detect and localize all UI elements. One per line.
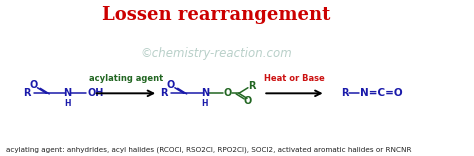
- Text: N=C=O: N=C=O: [360, 88, 402, 98]
- Text: H: H: [64, 99, 71, 108]
- Text: O: O: [166, 80, 175, 90]
- Text: R: R: [341, 88, 349, 98]
- Text: O: O: [224, 88, 232, 98]
- Text: OH: OH: [87, 88, 104, 98]
- Text: R: R: [160, 88, 168, 98]
- Text: O: O: [244, 96, 252, 106]
- Text: O: O: [29, 80, 37, 90]
- Text: acylating agent: acylating agent: [89, 74, 163, 83]
- Text: Heat or Base: Heat or Base: [264, 74, 325, 83]
- Text: R: R: [23, 88, 30, 98]
- Text: ©chemistry-reaction.com: ©chemistry-reaction.com: [140, 47, 292, 60]
- Text: N: N: [64, 88, 72, 98]
- Text: H: H: [202, 99, 208, 108]
- Text: R: R: [248, 81, 256, 91]
- Text: N: N: [201, 88, 209, 98]
- Text: Lossen rearrangement: Lossen rearrangement: [102, 6, 330, 24]
- Text: acylating agent: anhydrides, acyl halides (RCOCl, RSO2Cl, RPO2Cl), SOCl2, activa: acylating agent: anhydrides, acyl halide…: [6, 147, 411, 153]
